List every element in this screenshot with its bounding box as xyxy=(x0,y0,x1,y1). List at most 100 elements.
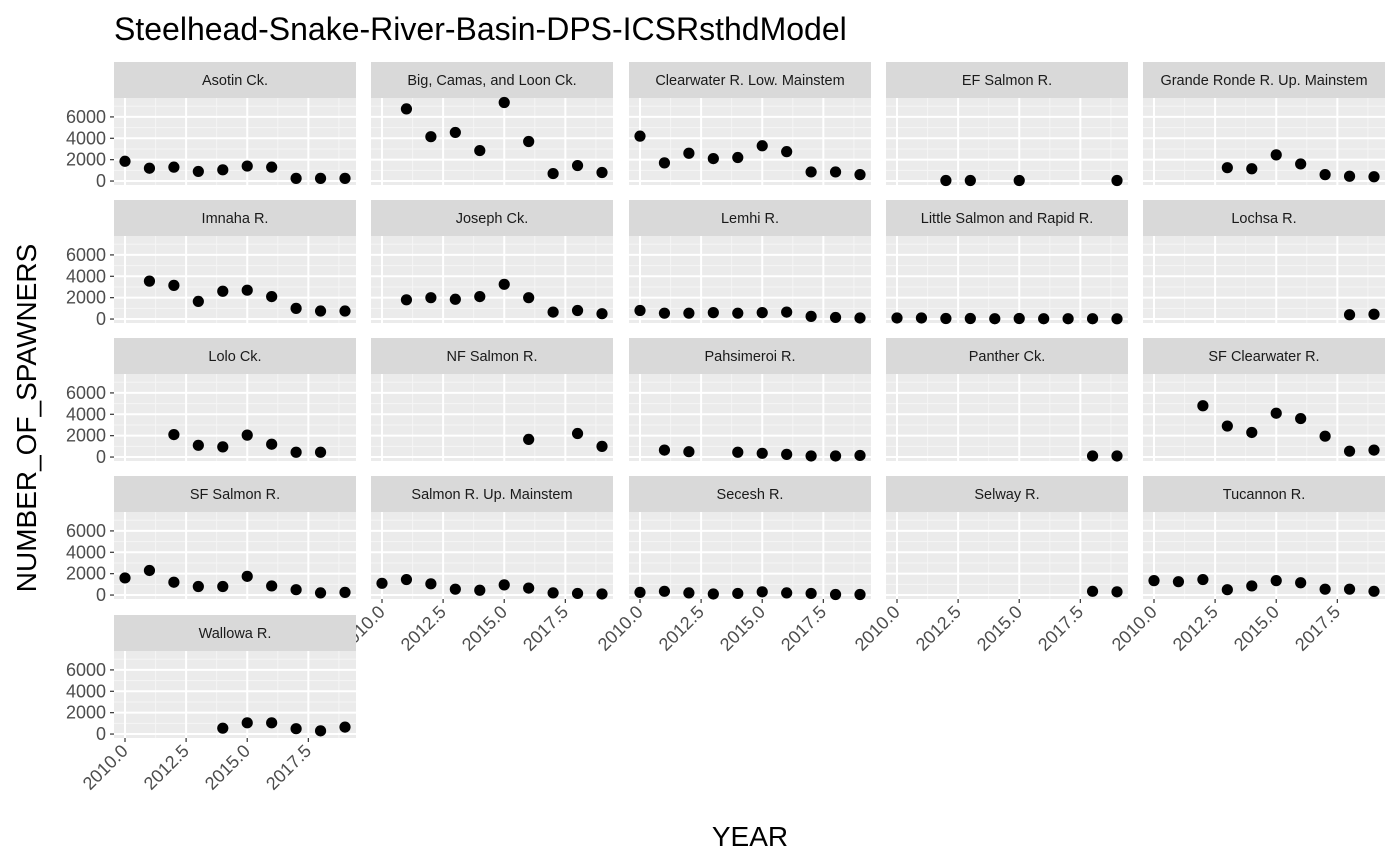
panel-grande-ronde-r-up-mainstem-point xyxy=(1368,171,1380,183)
panel-tucannon-r-point xyxy=(1221,584,1233,596)
panel-lolo-ck-point xyxy=(217,441,229,453)
panel-salmon-r-up-mainstem-point xyxy=(571,587,584,600)
panel-sf-salmon-r-point xyxy=(290,584,302,596)
panel-lochsa-r-point xyxy=(1368,308,1380,320)
panel-joseph-ck-point xyxy=(571,304,584,317)
panel-sf-salmon-r-point xyxy=(339,586,351,598)
panel-imnaha-r-y-tick-label: 2000 xyxy=(66,288,106,308)
panel-selway-r-point xyxy=(1086,585,1099,597)
panel-little-salmon-and-rapid-r-point xyxy=(940,312,952,325)
panel-wallowa-r-y-tick-label: 0 xyxy=(96,724,106,744)
panel-big-camas-and-loon-ck-point xyxy=(400,103,413,115)
panel-tucannon-r-strip-label: Tucannon R. xyxy=(1223,487,1305,503)
panel-salmon-r-up-mainstem-point xyxy=(547,587,559,599)
panel-imnaha-r-point xyxy=(290,302,302,314)
panel-tucannon-r-strip xyxy=(1143,476,1385,512)
panel-asotin-ck-strip-label: Asotin Ck. xyxy=(202,73,268,89)
panel-lemhi-r-strip xyxy=(629,200,871,236)
panel-tucannon-r-point xyxy=(1319,583,1331,595)
panel-imnaha-r-point xyxy=(241,284,253,296)
panel-grande-ronde-r-up-mainstem-point xyxy=(1295,158,1307,170)
panel-imnaha-r-point xyxy=(314,305,327,317)
panel-sf-clearwater-r-strip-label: SF Clearwater R. xyxy=(1208,349,1319,365)
panel-lolo-ck-point xyxy=(168,429,180,441)
panel-asotin-ck-point xyxy=(119,155,131,167)
panel-imnaha-r-point xyxy=(266,291,278,303)
panel-lolo-ck-y-tick-label: 2000 xyxy=(66,426,106,446)
panel-wallowa-r-y-tick-label: 2000 xyxy=(66,703,106,723)
panel-imnaha-r-strip xyxy=(114,200,356,236)
panel-imnaha-r-point xyxy=(339,305,351,317)
panel-wallowa-r-point xyxy=(241,717,253,729)
panel-sf-clearwater-r: SF Clearwater R. xyxy=(1143,338,1385,461)
panel-nf-salmon-r-point xyxy=(523,433,535,446)
panel-ef-salmon-r-point xyxy=(1013,174,1025,187)
panel-sf-salmon-r-y-tick-label: 6000 xyxy=(66,521,106,541)
panel-asotin-ck-point xyxy=(168,161,180,173)
panel-grande-ronde-r-up-mainstem-point xyxy=(1246,163,1258,175)
panel-wallowa-r-strip-label: Wallowa R. xyxy=(199,626,272,642)
panel-nf-salmon-r-point xyxy=(571,427,584,440)
panel-tucannon-r-point xyxy=(1197,573,1209,586)
panel-secesh-r-point xyxy=(805,587,817,600)
panel-lolo-ck-y-tick-label: 6000 xyxy=(66,383,106,403)
panel-imnaha-r-point xyxy=(217,285,229,297)
panel-big-camas-and-loon-ck: Big, Camas, and Loon Ck. xyxy=(371,62,613,185)
panel-lemhi-r-point xyxy=(683,307,695,319)
panel-lemhi-r-point xyxy=(756,307,768,319)
panel-lolo-ck-strip-label: Lolo Ck. xyxy=(208,349,261,365)
panel-salmon-r-up-mainstem-background xyxy=(371,512,613,599)
panel-imnaha-r-y-tick-label: 0 xyxy=(96,309,106,329)
panel-secesh-r-point xyxy=(854,588,866,601)
panel-sf-clearwater-r-point xyxy=(1246,426,1258,439)
panel-grande-ronde-r-up-mainstem-point xyxy=(1343,170,1356,182)
panel-joseph-ck-point xyxy=(523,292,535,304)
panel-wallowa-r-point xyxy=(290,723,302,735)
panel-panther-ck-point xyxy=(1111,450,1123,462)
panel-wallowa-r-point xyxy=(266,717,278,729)
panel-wallowa-r-point xyxy=(314,725,327,737)
panel-panther-ck-point xyxy=(1086,450,1099,462)
panel-big-camas-and-loon-ck-point xyxy=(449,126,461,139)
panel-pahsimeroi-r-point xyxy=(854,449,866,462)
panel-selway-r-strip xyxy=(886,476,1128,512)
panel-sf-salmon-r-point xyxy=(314,587,327,599)
panel-lemhi-r-point xyxy=(732,307,744,319)
panel-little-salmon-and-rapid-r-point xyxy=(1013,312,1025,325)
panel-little-salmon-and-rapid-r-background xyxy=(886,236,1128,323)
panel-little-salmon-and-rapid-r-point xyxy=(1111,313,1123,325)
panel-nf-salmon-r-background xyxy=(371,374,613,461)
panel-salmon-r-up-mainstem-point xyxy=(400,573,413,586)
panel-asotin-ck-point xyxy=(314,172,327,184)
panel-asotin-ck-point xyxy=(241,160,253,172)
panel-secesh-r-point xyxy=(683,587,695,599)
panel-asotin-ck-point xyxy=(217,164,229,176)
panel-ef-salmon-r-background xyxy=(886,98,1128,185)
panel-pahsimeroi-r-strip xyxy=(629,338,871,374)
panel-asotin-ck-strip xyxy=(114,62,356,98)
panel-asotin-ck-point xyxy=(192,165,204,178)
panel-sf-clearwater-r-point xyxy=(1295,412,1307,425)
panel-clearwater-r-low-mainstem-point xyxy=(805,166,817,178)
panel-lolo-ck-y-tick-label: 0 xyxy=(96,447,106,467)
panel-asotin-ck-point xyxy=(339,172,351,184)
panel-big-camas-and-loon-ck-point xyxy=(547,167,559,180)
panel-wallowa-r-strip xyxy=(114,615,356,651)
panel-joseph-ck-point xyxy=(449,293,461,305)
panel-clearwater-r-low-mainstem-point xyxy=(854,169,866,181)
panel-lochsa-r-strip-label: Lochsa R. xyxy=(1231,211,1296,227)
panel-secesh-r-point xyxy=(707,588,719,600)
panel-tucannon-r-point xyxy=(1246,580,1258,592)
panel-little-salmon-and-rapid-r-point xyxy=(989,313,1001,325)
panel-clearwater-r-low-mainstem-point xyxy=(829,166,842,178)
panel-little-salmon-and-rapid-r-point xyxy=(1038,313,1050,325)
panel-selway-r: Selway R.2010.0 2012.5 2015.0 2017.5 xyxy=(851,476,1128,655)
panel-selway-r-point xyxy=(1111,586,1123,598)
panel-lemhi-r-point xyxy=(805,310,817,322)
panel-grande-ronde-r-up-mainstem: Grande Ronde R. Up. Mainstem xyxy=(1143,62,1385,185)
